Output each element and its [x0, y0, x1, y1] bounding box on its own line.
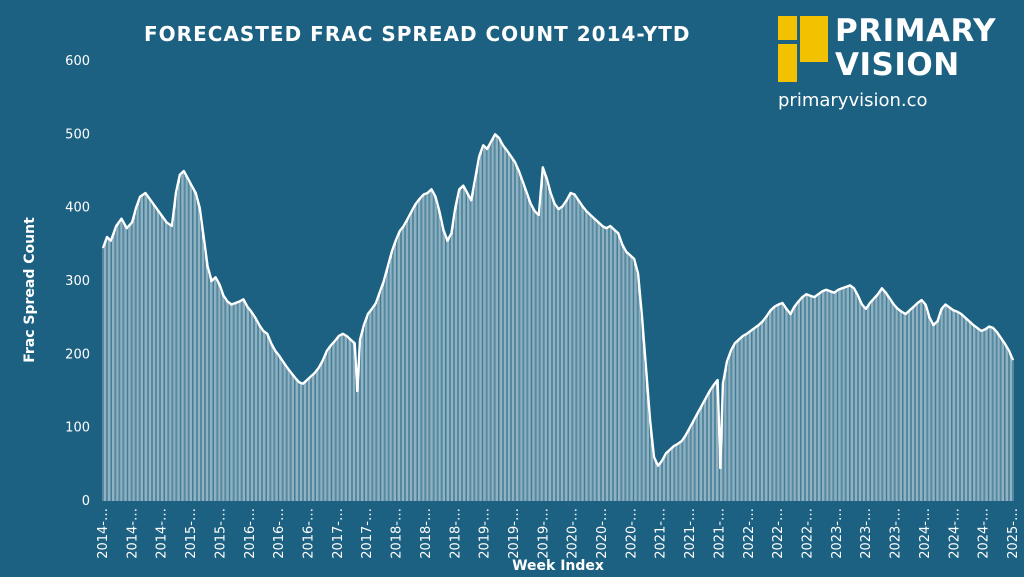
- primary-vision-logo: PRIMARY VISION primaryvision.co: [778, 14, 1018, 114]
- x-tick-label: 2020-…: [624, 508, 639, 559]
- area-fill-layer: [102, 134, 1014, 501]
- x-tick-label: 2015-…: [213, 508, 228, 559]
- x-tick-label: 2014-…: [96, 508, 111, 559]
- series-line-layer: [101, 133, 1015, 470]
- logo-mark-icon: [778, 16, 828, 82]
- x-axis-title: Week Index: [512, 558, 604, 574]
- x-tick-label: 2024-…: [977, 508, 992, 559]
- x-tick-label: 2019-…: [536, 508, 551, 559]
- x-tick-label: 2021-…: [654, 508, 669, 559]
- x-tick-label: 2018-…: [419, 508, 434, 559]
- series-line: [101, 133, 1015, 470]
- x-tick-label: 2015-…: [184, 508, 199, 559]
- logo-url: primaryvision.co: [778, 90, 928, 111]
- x-tick-label: 2022-…: [771, 508, 786, 559]
- y-tick-label: 600: [65, 54, 90, 69]
- logo-mark-block-main: [800, 16, 828, 62]
- logo-word-vision: VISION: [835, 47, 960, 83]
- y-tick-label: 300: [65, 274, 90, 289]
- x-tick-label: 2018-…: [390, 508, 405, 559]
- x-tick-label: 2025-…: [1006, 508, 1021, 559]
- chart-title: FORECASTED FRAC SPREAD COUNT 2014-YTD: [144, 22, 691, 46]
- y-tick-label: 500: [65, 127, 90, 142]
- y-tick-label: 200: [65, 347, 90, 362]
- x-tick-label: 2017-…: [331, 508, 346, 559]
- logo-mark-block-top: [778, 16, 797, 40]
- x-tick-label: 2023-…: [889, 508, 904, 559]
- x-tick-label: 2014-…: [125, 508, 140, 559]
- y-tick-labels: 0 100 200 300 400 500 600: [65, 54, 90, 509]
- x-tick-label: 2016-…: [243, 508, 258, 559]
- x-tick-label: 2021-…: [713, 508, 728, 559]
- x-tick-labels: 2014-… 2014-… 2014-… 2015-… 2015-… 2016-… 2016…: [96, 508, 1021, 559]
- logo-word-primary: PRIMARY: [835, 13, 997, 49]
- x-tick-label: 2016-…: [272, 508, 287, 559]
- x-tick-label: 2023-…: [859, 508, 874, 559]
- x-tick-label: 2023-…: [830, 508, 845, 559]
- y-tick-label: 400: [65, 201, 90, 216]
- x-tick-label: 2020-…: [595, 508, 610, 559]
- x-tick-label: 2019-…: [478, 508, 493, 559]
- x-tick-label: 2016-…: [302, 508, 317, 559]
- x-tick-label: 2021-…: [683, 508, 698, 559]
- x-tick-label: 2024-…: [918, 508, 933, 559]
- x-tick-label: 2014-…: [155, 508, 170, 559]
- logo-mark-block-bottom: [778, 44, 797, 82]
- y-axis-title: Frac Spread Count: [22, 217, 38, 363]
- x-tick-label: 2022-…: [801, 508, 816, 559]
- x-tick-label: 2024-…: [947, 508, 962, 559]
- x-tick-label: 2017-…: [360, 508, 375, 559]
- x-tick-label: 2020-…: [566, 508, 581, 559]
- x-tick-label: 2022-…: [742, 508, 757, 559]
- y-tick-label: 100: [65, 421, 90, 436]
- x-tick-label: 2018-…: [448, 508, 463, 559]
- y-tick-label: 0: [82, 494, 90, 509]
- x-tick-label: 2019-…: [507, 508, 522, 559]
